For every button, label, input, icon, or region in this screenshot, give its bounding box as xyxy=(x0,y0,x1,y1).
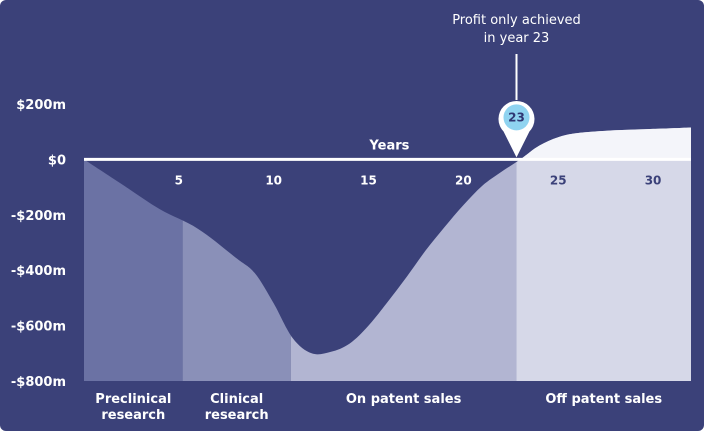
pin-year-label: 23 xyxy=(508,110,525,124)
x-tick-label: 10 xyxy=(265,173,282,187)
phase-region-4 xyxy=(516,127,691,381)
x-tick-label: 5 xyxy=(175,173,183,187)
phase-label-1: Preclinical research xyxy=(95,392,171,423)
pin-badge xyxy=(503,104,530,131)
x-tick-label: 20 xyxy=(455,173,472,187)
phase-label-3: On patent sales xyxy=(346,392,462,407)
y-tick-label: -$200m xyxy=(11,209,66,224)
x-tick-label: 25 xyxy=(550,173,567,187)
phase-labels: Preclinical research Clinical research On pa… xyxy=(95,392,662,423)
profit-annotation: 23 Profit only achieved in year 23 xyxy=(452,13,581,158)
x-tick-label: 15 xyxy=(360,173,377,187)
x-tick-label: 30 xyxy=(645,173,662,187)
y-tick-label: $200m xyxy=(16,98,66,113)
y-tick-label: -$400m xyxy=(11,264,66,279)
profit-area xyxy=(520,127,691,160)
y-tick-label: -$600m xyxy=(11,320,66,335)
phase-label-4: Off patent sales xyxy=(545,392,662,407)
phase-label-2: Clinical research xyxy=(205,392,269,423)
y-tick-label: $0 xyxy=(48,153,66,168)
x-axis-ticks: 5 10 15 20 25 30 xyxy=(175,173,662,187)
x-axis-title: Years xyxy=(368,138,409,153)
annotation-text: Profit only achieved in year 23 xyxy=(452,13,581,46)
y-axis-ticks: $200m $0 -$200m -$400m -$600m -$800m xyxy=(11,98,66,390)
y-tick-label: -$800m xyxy=(11,375,66,390)
